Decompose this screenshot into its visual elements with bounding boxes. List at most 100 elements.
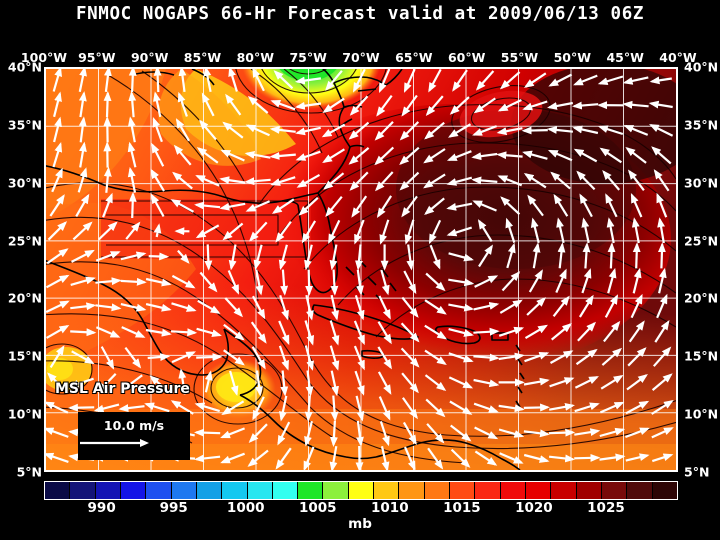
wind-vector xyxy=(448,123,472,138)
wind-vector xyxy=(46,274,70,289)
wind-vector xyxy=(47,221,68,241)
wind-vector xyxy=(552,295,570,317)
colorbar-swatch xyxy=(323,482,349,499)
wind-vector xyxy=(499,71,521,90)
wind-vector xyxy=(225,93,242,116)
wind-vector xyxy=(95,303,122,312)
wind-vector xyxy=(423,148,446,164)
wind-vector xyxy=(625,400,650,415)
wind-vector xyxy=(403,270,417,295)
lat-tick-label: 5°N xyxy=(16,464,42,480)
wind-vector xyxy=(46,300,70,313)
wind-vector xyxy=(349,171,369,191)
wind-vector xyxy=(175,118,190,142)
wind-vector xyxy=(127,141,137,168)
lat-tick-label: 40°N xyxy=(684,59,719,75)
wind-vector xyxy=(198,119,217,141)
wind-vector xyxy=(378,396,391,421)
wind-vector xyxy=(356,269,364,296)
wind-vector xyxy=(68,403,95,412)
wind-vector xyxy=(295,150,321,161)
wind-vector xyxy=(497,99,522,112)
wind-vector xyxy=(355,244,363,271)
wind-vector xyxy=(196,353,223,362)
wind-vector xyxy=(446,202,473,211)
wind-vector xyxy=(600,374,624,390)
wind-vector xyxy=(46,401,69,414)
wind-vector xyxy=(631,217,640,244)
wind-vector xyxy=(452,69,468,92)
wind-vector xyxy=(622,100,649,109)
wind-vector xyxy=(348,147,370,165)
wind-vector xyxy=(425,272,446,292)
wind-vector xyxy=(52,69,62,92)
wind-vector xyxy=(449,400,473,415)
wind-vector xyxy=(223,349,245,366)
lat-tick-label: 15°N xyxy=(684,348,719,364)
wind-vector xyxy=(572,125,599,135)
wind-vector xyxy=(121,326,146,338)
wind-vector xyxy=(196,327,222,337)
wind-vector xyxy=(656,192,668,218)
wind-vector xyxy=(305,269,314,296)
wind-vector xyxy=(250,321,267,344)
wind-vector xyxy=(473,97,496,114)
wind-vector xyxy=(227,270,240,295)
wind-vector xyxy=(546,125,574,134)
wind-vector xyxy=(424,374,447,392)
wind-vector xyxy=(376,94,393,117)
wind-vector xyxy=(499,452,524,464)
wind-vector xyxy=(178,69,187,93)
wind-vector xyxy=(628,320,645,343)
wind-vector xyxy=(473,378,500,388)
lat-tick-label: 20°N xyxy=(684,290,719,306)
wind-vector xyxy=(402,421,417,446)
wind-vector xyxy=(78,91,87,118)
wind-vector xyxy=(572,101,599,110)
wind-vector xyxy=(46,248,69,265)
colorbar-swatch xyxy=(272,482,299,499)
wind-vector xyxy=(473,302,500,311)
wind-vector xyxy=(623,124,649,136)
colorbar-tick-label: 1000 xyxy=(226,500,265,516)
wind-vector xyxy=(275,447,292,470)
wind-vector xyxy=(351,195,368,218)
wind-vector xyxy=(651,427,674,439)
wind-vector xyxy=(553,193,569,217)
wind-vector xyxy=(424,349,447,366)
colorbar-swatch xyxy=(652,482,677,499)
wind-vector xyxy=(428,219,442,245)
wind-vector xyxy=(446,176,473,186)
wind-vector xyxy=(551,323,573,341)
wind-vector xyxy=(354,370,365,396)
colorbar-swatch xyxy=(399,482,425,499)
wind-vector xyxy=(325,70,343,91)
wind-vector xyxy=(426,423,445,444)
wind-vector xyxy=(330,395,339,422)
wind-vector xyxy=(522,150,548,160)
wind-vector xyxy=(150,193,165,218)
wind-vector xyxy=(145,328,172,337)
wind-vector xyxy=(247,449,269,467)
colorbar-swatch xyxy=(45,482,71,499)
wind-vector xyxy=(221,400,245,416)
wind-vector xyxy=(424,324,448,340)
wind-vector xyxy=(657,242,666,269)
wind-vector xyxy=(170,328,198,337)
wind-vector xyxy=(275,220,292,243)
wind-vector xyxy=(578,294,594,318)
wind-vector xyxy=(549,377,575,388)
wind-vector xyxy=(651,453,674,463)
wind-vector xyxy=(128,191,137,219)
wind-vector xyxy=(496,151,523,160)
wind-vector xyxy=(149,375,166,389)
wind-vector xyxy=(399,171,420,191)
wind-vector xyxy=(400,322,420,343)
wind-vector xyxy=(425,95,444,116)
wind-vector xyxy=(224,297,243,318)
wind-vector xyxy=(70,302,97,311)
wind-vector xyxy=(607,242,616,269)
wind-vector xyxy=(194,454,221,463)
colorbar-swatch xyxy=(70,482,96,499)
